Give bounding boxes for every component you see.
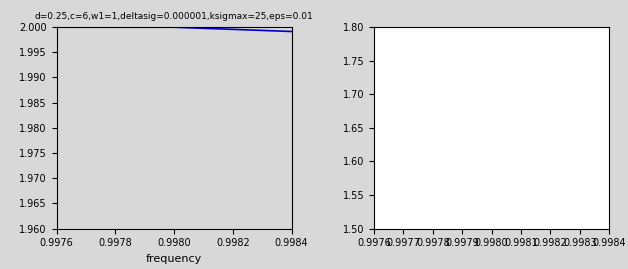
Title: d=0.25,c=6,w1=1,deltasig=0.000001,ksigmax=25,eps=0.01: d=0.25,c=6,w1=1,deltasig=0.000001,ksigma…	[35, 12, 313, 20]
X-axis label: frequency: frequency	[146, 254, 202, 264]
